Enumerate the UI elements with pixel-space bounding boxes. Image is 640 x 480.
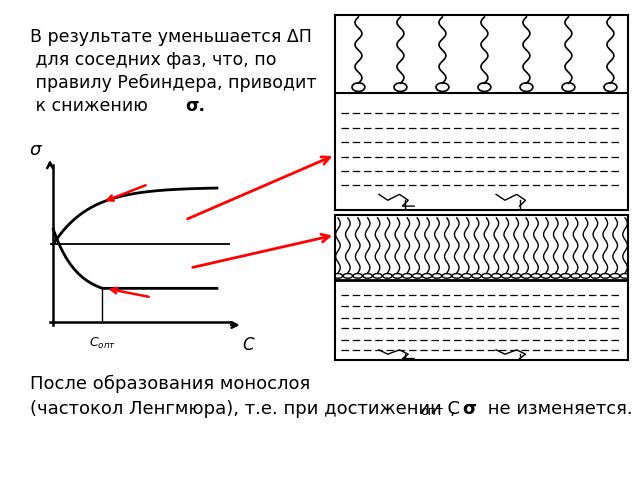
Text: σ: σ bbox=[30, 141, 42, 158]
Text: σ: σ bbox=[462, 400, 476, 418]
Text: (частокол Ленгмюра), т.е. при достижении C: (частокол Ленгмюра), т.е. при достижении… bbox=[30, 400, 460, 418]
Text: не изменяется.: не изменяется. bbox=[482, 400, 632, 418]
Text: C: C bbox=[242, 336, 254, 354]
Text: В результате уменьшается ΔП: В результате уменьшается ΔП bbox=[30, 28, 312, 46]
Text: опт: опт bbox=[420, 405, 444, 418]
Text: ,: , bbox=[450, 400, 461, 418]
Text: $C_{опт}$: $C_{опт}$ bbox=[89, 336, 116, 350]
Text: σ.: σ. bbox=[185, 97, 205, 115]
Text: к снижению: к снижению bbox=[30, 97, 154, 115]
Text: После образования монослоя: После образования монослоя bbox=[30, 375, 310, 393]
Text: правилу Ребиндера, приводит: правилу Ребиндера, приводит bbox=[30, 74, 317, 92]
Text: для соседних фаз, что, по: для соседних фаз, что, по bbox=[30, 51, 276, 69]
